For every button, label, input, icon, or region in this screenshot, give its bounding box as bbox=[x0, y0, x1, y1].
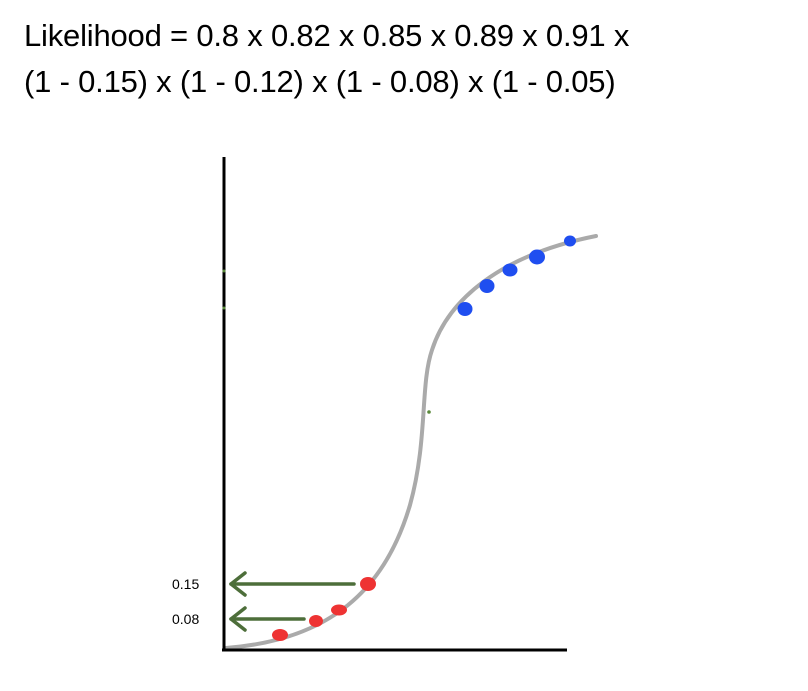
sigmoid-curve bbox=[224, 234, 598, 650]
axis-speck bbox=[222, 306, 226, 310]
likelihood-formula-line-2: (1 - 0.15) x (1 - 0.12) x (1 - 0.08) x (… bbox=[24, 64, 616, 99]
arrow-lower bbox=[229, 606, 306, 632]
negative-point bbox=[331, 604, 347, 616]
positive-point bbox=[457, 302, 473, 316]
curve-speck bbox=[427, 410, 431, 414]
axis-speck bbox=[222, 269, 226, 273]
positive-point bbox=[479, 279, 495, 293]
negative-point bbox=[360, 577, 376, 591]
arrow-upper bbox=[229, 571, 356, 597]
negative-point bbox=[309, 615, 323, 627]
label-lower-value: 0.08 bbox=[172, 611, 199, 627]
likelihood-formula-line-1: Likelihood = 0.8 x 0.82 x 0.85 x 0.89 x … bbox=[24, 18, 630, 53]
negative-point bbox=[272, 629, 288, 641]
positive-point bbox=[502, 263, 518, 277]
positive-point bbox=[564, 235, 576, 247]
label-upper-value: 0.15 bbox=[172, 576, 199, 592]
positive-point bbox=[529, 249, 545, 265]
